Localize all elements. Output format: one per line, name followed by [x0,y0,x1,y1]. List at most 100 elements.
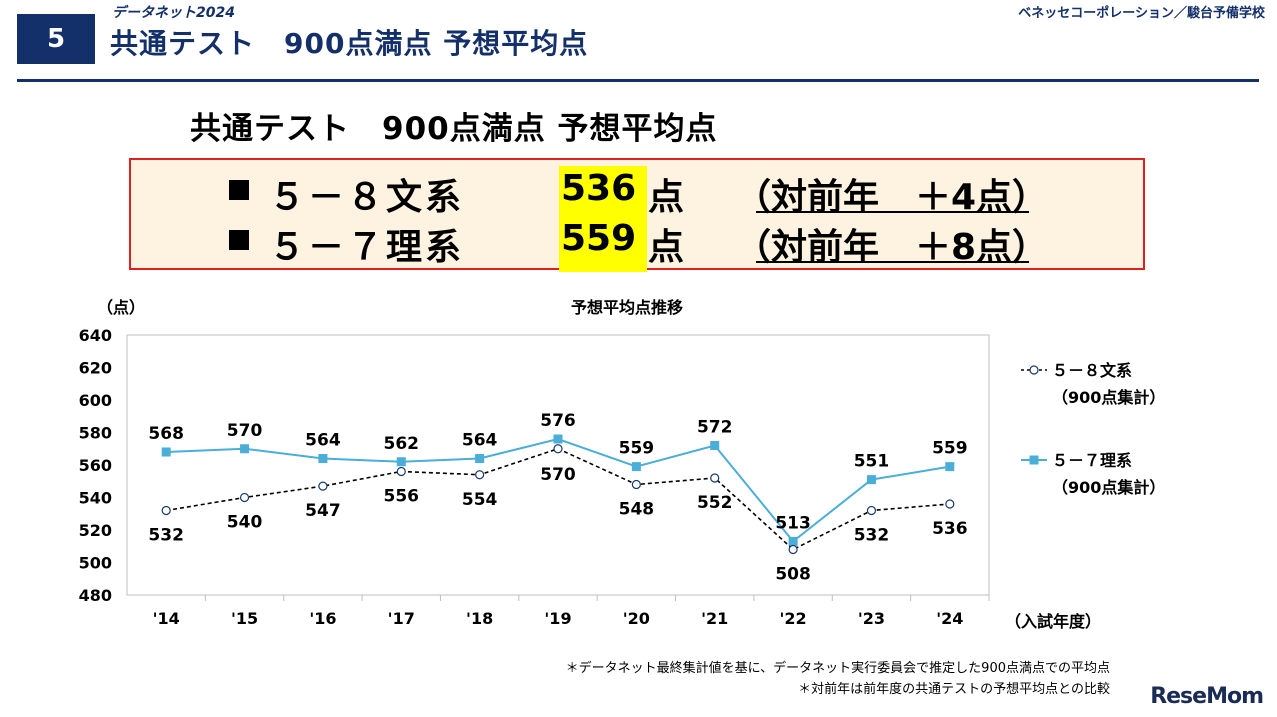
summary-title: 共通テスト 900点満点 予想平均点 [190,111,718,147]
change-underline [756,211,1029,213]
bullet-square-icon [229,230,249,250]
data-point-rikei [475,454,485,463]
data-label-bunkei: 532 [148,526,184,546]
page-title: 共通テスト 900点満点 予想平均点 [110,27,589,60]
data-label-rikei: 576 [540,411,576,431]
data-point-bunkei [710,473,720,483]
legend-marker-rikei [1029,455,1039,465]
data-label-bunkei: 536 [932,519,968,539]
data-label-bunkei: 508 [775,565,811,585]
data-point-rikei [318,454,328,463]
data-label-rikei: 564 [462,431,498,451]
summary-row-label: ５－７理系 [269,227,465,268]
legend: ５－８文系 （900点集計） ５－７理系 （900点集計） [1021,361,1165,497]
footnote-2: ＊対前年は前年度の共通テストの予想平均点との比較 [798,681,1110,697]
data-label-rikei: 570 [227,421,263,441]
summary-row-unit: 点 [648,227,685,268]
data-point-bunkei [396,466,406,477]
data-label-bunkei: 554 [462,490,498,510]
data-label-rikei: 513 [775,513,811,533]
data-label-bunkei: 570 [540,465,576,485]
y-tick-label: 540 [79,489,112,508]
y-tick-label: 600 [79,391,112,410]
x-tick-label: '17 [388,609,415,628]
x-tick-label: '21 [701,609,728,628]
data-label-bunkei: 547 [305,501,341,521]
data-label-rikei: 559 [619,439,655,459]
value-highlight [559,166,647,222]
series-line-rikei [166,437,950,543]
y-tick-label: 560 [79,456,112,475]
y-axis-label: （点） [97,298,145,317]
summary-row-rikei: ５－７理系 559 点 （対前年 ＋8点） [131,216,1143,272]
x-tick-label: '15 [231,609,258,628]
legend-note-rikei: （900点集計） [1052,478,1165,497]
bullet-square-icon [229,180,249,200]
data-point-bunkei [631,479,641,490]
data-label-rikei: 562 [384,434,420,454]
legend-label-bunkei: ５－８文系 [1052,361,1132,380]
x-tick-label: '23 [858,609,885,628]
plot-area [126,334,990,596]
summary-row-value: 536 [561,168,637,209]
data-point-rikei [788,536,798,546]
data-point-bunkei [239,492,250,503]
data-point-bunkei [475,470,485,480]
data-label-rikei: 559 [932,439,968,459]
x-axis-label: （入試年度） [1005,612,1101,631]
data-label-rikei: 568 [148,424,184,444]
data-point-rikei [240,444,250,454]
x-tick-label: '14 [153,609,180,628]
series-layer: 568 570 564 562 564 576 559 572 513 551 559 532 540 5… [148,411,967,585]
x-tick-label: '20 [623,609,650,628]
slide-number: 5 [17,14,95,64]
data-label-bunkei: 532 [854,526,890,546]
legend-note-bunkei: （900点集計） [1052,388,1165,407]
header-divider [17,79,1259,82]
data-label-bunkei: 548 [619,500,655,520]
footnote-1: ＊データネット最終集計値を基に、データネット実行委員会で推定した900点満点での… [566,660,1110,676]
y-tick-label: 580 [79,424,112,443]
data-point-bunkei [866,505,877,516]
data-point-bunkei [161,505,171,516]
data-label-bunkei: 552 [697,493,733,513]
y-tick-label: 520 [79,521,112,540]
publisher-label: ベネッセコーポレーション／駿台予備学校 [1018,6,1265,21]
data-label-bunkei: 556 [384,487,420,507]
x-tick-label: '24 [936,609,963,628]
summary-row-label: ５－８文系 [269,177,465,218]
value-highlight [559,216,647,272]
data-point-rikei [631,462,641,472]
legend-label-rikei: ５－７理系 [1052,451,1132,470]
data-label-rikei: 572 [697,418,733,438]
summary-row-bunkei: ５－８文系 536 点 （対前年 ＋4点） [131,166,1143,222]
data-label-rikei: 564 [305,431,341,451]
chart-title: 予想平均点推移 [571,298,683,317]
x-tick-label: '19 [544,609,571,628]
data-point-bunkei [788,544,798,555]
summary-row-value: 559 [561,218,637,259]
data-point-bunkei [318,481,328,491]
data-label-bunkei: 540 [227,513,263,533]
watermark-logo: ReseMom [1150,684,1264,709]
y-tick-label: 480 [79,586,112,605]
x-axis: '14 '15 '16 '17 '18 '19 '20 '21 '22 '23 '24 [153,595,990,628]
eyebrow-label: データネット2024 [112,5,235,21]
data-point-rikei [161,447,171,457]
data-label-rikei: 551 [854,452,890,472]
data-point-rikei [396,457,406,467]
change-underline [756,261,1029,263]
y-tick-label: 500 [79,554,112,573]
x-tick-label: '18 [466,609,493,628]
y-axis: 480 500 520 540 560 580 600 620 640 [79,326,112,605]
data-point-rikei [866,475,876,485]
data-point-bunkei [553,444,563,454]
summary-box: ５－８文系 536 点 （対前年 ＋4点） ５－７理系 559 点 （対前年 ＋… [129,158,1145,272]
data-point-rikei [945,462,955,472]
data-point-bunkei [945,499,955,509]
x-tick-label: '16 [309,609,336,628]
data-point-rikei [553,434,563,444]
legend-marker-bunkei [1029,365,1039,375]
x-tick-label: '22 [780,609,807,628]
